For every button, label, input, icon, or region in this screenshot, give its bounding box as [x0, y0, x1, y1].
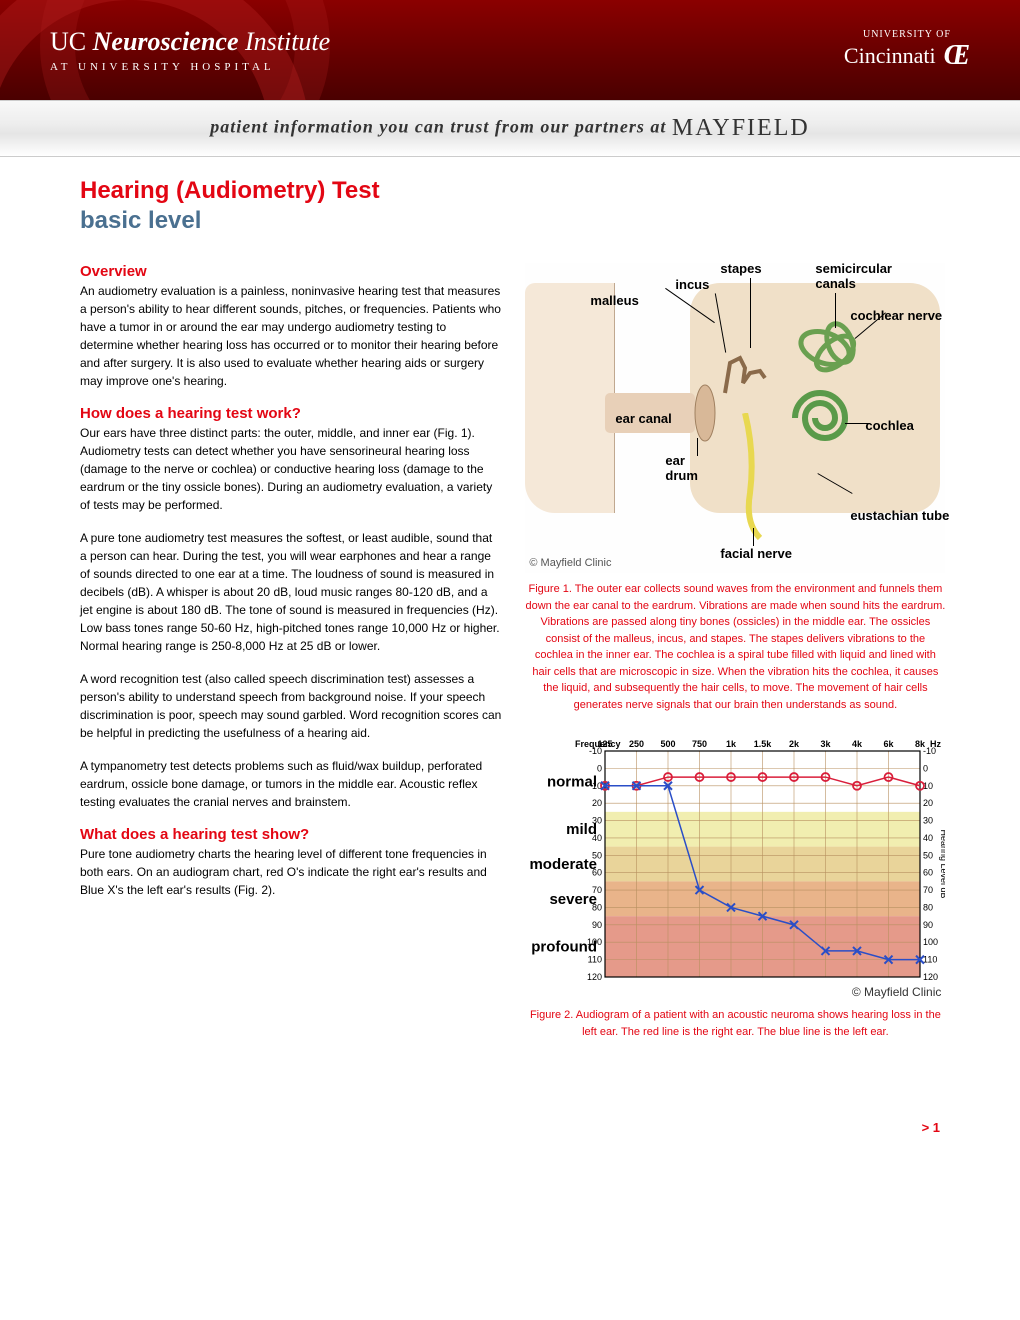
- label-cochlea: cochlea: [865, 418, 913, 433]
- fig2-copyright: © Mayfield Clinic: [525, 985, 945, 999]
- univ-name: Cincinnati: [844, 43, 936, 69]
- what-show-p1: Pure tone audiometry charts the hearing …: [80, 845, 501, 899]
- overview-p1: An audiometry evaluation is a painless, …: [80, 282, 501, 390]
- svg-text:60: 60: [923, 868, 933, 878]
- how-work-p1: Our ears have three distinct parts: the …: [80, 424, 501, 514]
- page-number: > 1: [0, 1090, 1020, 1155]
- svg-text:0: 0: [597, 763, 602, 773]
- univ-of-label: UNIVERSITY OF: [844, 29, 970, 40]
- mayfield-brand: MAYFIELD: [672, 115, 810, 141]
- svg-text:normal: normal: [547, 773, 597, 790]
- heading-what-show: What does a hearing test show?: [80, 826, 501, 843]
- svg-text:6k: 6k: [884, 739, 895, 749]
- svg-text:80: 80: [592, 902, 602, 912]
- label-ear-drum: ear drum: [665, 453, 715, 483]
- audiogram-chart: normalmildmoderatesevereprofound-10-1000…: [525, 733, 945, 999]
- fig1-caption: Figure 1. The outer ear collects sound w…: [525, 581, 945, 713]
- svg-text:moderate: moderate: [530, 856, 598, 873]
- svg-text:250: 250: [629, 739, 644, 749]
- logo-institute: Institute: [245, 27, 330, 56]
- label-malleus: malleus: [590, 293, 638, 308]
- logo-neuroscience: Neuroscience: [93, 27, 239, 56]
- svg-text:20: 20: [923, 798, 933, 808]
- svg-text:1k: 1k: [726, 739, 737, 749]
- svg-text:Frequency: Frequency: [575, 739, 621, 749]
- fig2-caption: Figure 2. Audiogram of a patient with an…: [525, 1007, 945, 1040]
- logo-left: UC Neuroscience Institute AT UNIVERSITY …: [50, 27, 330, 73]
- svg-text:100: 100: [587, 937, 602, 947]
- svg-text:40: 40: [923, 833, 933, 843]
- svg-text:Hearing Level dB: Hearing Level dB: [939, 829, 945, 898]
- page-title: Hearing (Audiometry) Test: [80, 177, 940, 205]
- column-left: Overview An audiometry evaluation is a p…: [80, 263, 501, 1060]
- fig1-copyright: © Mayfield Clinic: [529, 557, 611, 569]
- svg-text:4k: 4k: [852, 739, 863, 749]
- label-ear-canal: ear canal: [615, 411, 671, 426]
- svg-text:90: 90: [923, 920, 933, 930]
- tagline-text: patient information you can trust from o…: [210, 117, 672, 137]
- svg-text:3k: 3k: [821, 739, 832, 749]
- svg-text:0: 0: [923, 763, 928, 773]
- svg-text:50: 50: [923, 850, 933, 860]
- svg-text:70: 70: [592, 885, 602, 895]
- column-right: stapes incus malleus semicircular canals…: [525, 263, 945, 1060]
- how-work-p4: A tympanometry test detects problems suc…: [80, 757, 501, 811]
- logo-subtitle: AT UNIVERSITY HOSPITAL: [50, 61, 330, 73]
- svg-text:90: 90: [592, 920, 602, 930]
- figure-2: normalmildmoderatesevereprofound-10-1000…: [525, 733, 945, 1040]
- uc-logo-icon: Œ: [944, 40, 970, 72]
- svg-text:500: 500: [661, 739, 676, 749]
- svg-text:2k: 2k: [789, 739, 800, 749]
- logo-right: UNIVERSITY OF Cincinnati Œ: [844, 29, 970, 72]
- svg-text:750: 750: [692, 739, 707, 749]
- content: Hearing (Audiometry) Test basic level Ov…: [0, 157, 1020, 1090]
- label-facial-nerve: facial nerve: [720, 546, 800, 561]
- label-semicircular: semicircular canals: [815, 261, 935, 291]
- label-eustachian: eustachian tube: [850, 508, 950, 523]
- eardrum-icon: [690, 383, 720, 443]
- svg-text:30: 30: [923, 816, 933, 826]
- how-work-p2: A pure tone audiometry test measures the…: [80, 529, 501, 655]
- svg-text:8k: 8k: [915, 739, 926, 749]
- heading-overview: Overview: [80, 263, 501, 280]
- svg-text:80: 80: [923, 902, 933, 912]
- ossicles-icon: [715, 343, 785, 413]
- heading-how-work: How does a hearing test work?: [80, 405, 501, 422]
- svg-text:50: 50: [592, 850, 602, 860]
- svg-text:60: 60: [592, 868, 602, 878]
- svg-text:severe: severe: [550, 891, 598, 908]
- svg-text:110: 110: [588, 955, 602, 965]
- label-cochlear-nerve: cochlear nerve: [850, 308, 950, 323]
- label-incus: incus: [675, 277, 709, 292]
- page-subtitle: basic level: [80, 207, 940, 235]
- how-work-p3: A word recognition test (also called spe…: [80, 670, 501, 742]
- svg-text:30: 30: [592, 816, 602, 826]
- svg-text:40: 40: [592, 833, 602, 843]
- label-stapes: stapes: [720, 261, 761, 276]
- svg-text:100: 100: [923, 937, 938, 947]
- svg-text:70: 70: [923, 885, 933, 895]
- facial-nerve-icon: [725, 413, 815, 543]
- ear-diagram: stapes incus malleus semicircular canals…: [525, 263, 945, 573]
- svg-text:120: 120: [587, 972, 602, 982]
- svg-text:120: 120: [923, 972, 938, 982]
- svg-text:110: 110: [923, 955, 937, 965]
- logo-uc: UC: [50, 27, 86, 56]
- svg-text:Hz: Hz: [930, 739, 941, 749]
- tagline-bar: patient information you can trust from o…: [0, 100, 1020, 157]
- header-banner: UC Neuroscience Institute AT UNIVERSITY …: [0, 0, 1020, 100]
- svg-text:1.5k: 1.5k: [754, 739, 773, 749]
- svg-text:20: 20: [592, 798, 602, 808]
- figure-1: stapes incus malleus semicircular canals…: [525, 263, 945, 713]
- semicircular-icon: [795, 318, 875, 388]
